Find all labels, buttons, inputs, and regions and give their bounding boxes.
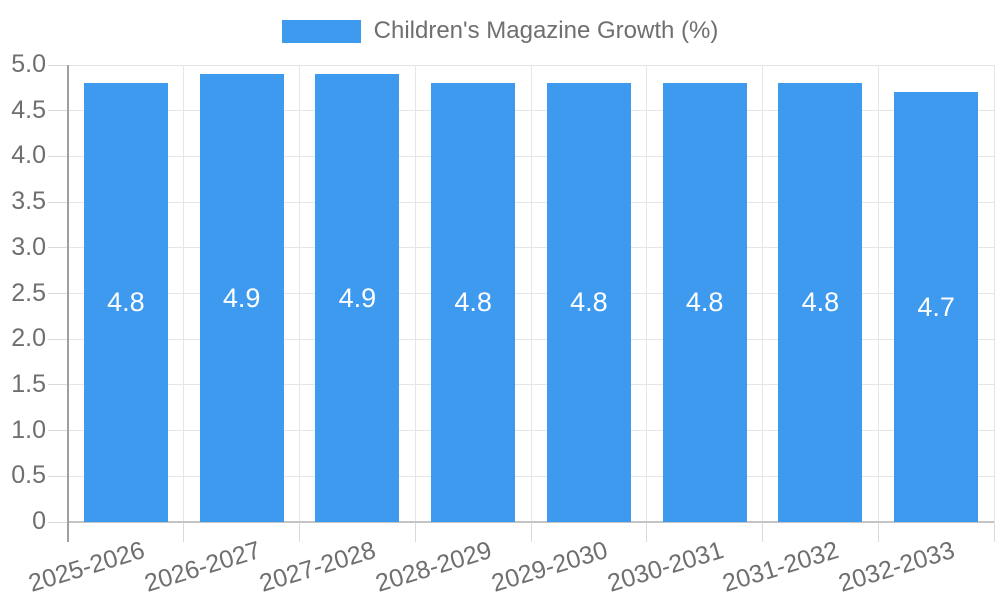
x-axis-line: [68, 521, 994, 523]
gridline-vertical: [646, 65, 648, 522]
gridline-vertical: [299, 65, 300, 522]
y-axis-tick: [48, 247, 68, 249]
x-axis-tick: [299, 522, 300, 542]
bar-value-label: 4.8: [454, 287, 492, 318]
bar[interactable]: 4.8: [662, 83, 747, 522]
y-axis-tick: [48, 155, 68, 157]
bar[interactable]: 4.8: [83, 83, 168, 522]
bar[interactable]: 4.9: [315, 74, 400, 522]
y-tick-label: 4.5: [11, 95, 46, 124]
bar-value-label: 4.8: [801, 287, 840, 318]
y-tick-label: 5.0: [11, 50, 46, 78]
x-axis-tick: [993, 522, 995, 542]
y-tick-label: 3.0: [11, 232, 46, 261]
x-axis-tick: [646, 522, 648, 542]
y-axis-tick: [48, 293, 68, 294]
x-axis-tick: [762, 522, 763, 542]
y-axis-line: [67, 65, 69, 542]
x-axis-tick: [183, 522, 185, 542]
gridline-vertical: [762, 65, 763, 522]
y-tick-label: 0: [32, 507, 46, 535]
y-axis-tick: [48, 201, 68, 203]
y-tick-label: 3.5: [11, 187, 46, 216]
bar-value-label: 4.7: [917, 291, 955, 322]
gridline-vertical: [183, 65, 185, 522]
gridline-vertical: [877, 65, 879, 522]
y-tick-label: 0.5: [11, 461, 46, 490]
y-axis-tick: [48, 384, 68, 386]
y-axis-tick: [48, 475, 68, 477]
y-axis-tick: [48, 110, 68, 112]
bar-value-label: 4.8: [685, 287, 724, 318]
bar-value-label: 4.8: [570, 287, 608, 318]
x-axis-tick: [414, 522, 416, 542]
gridline-vertical: [993, 65, 995, 522]
y-axis-tick: [48, 338, 68, 340]
bar[interactable]: 4.8: [431, 83, 516, 522]
y-axis-tick: [48, 521, 68, 523]
bar-value-label: 4.8: [107, 287, 145, 318]
x-axis-tick: [877, 522, 879, 542]
bar[interactable]: 4.7: [894, 92, 979, 522]
y-axis-tick: [48, 430, 68, 432]
bar[interactable]: 4.8: [778, 83, 863, 522]
gridline-vertical: [414, 65, 416, 522]
bar-value-label: 4.9: [222, 282, 261, 313]
y-tick-label: 4.0: [11, 141, 46, 170]
gridline-vertical: [530, 65, 532, 522]
bar-value-label: 4.9: [338, 282, 377, 313]
legend: Children's Magazine Growth (%): [0, 16, 1000, 46]
y-axis-tick: [48, 64, 68, 66]
y-tick-label: 1.0: [11, 415, 46, 444]
y-tick-label: 2.5: [11, 278, 46, 307]
legend-label: Children's Magazine Growth (%): [373, 17, 719, 44]
bar[interactable]: 4.8: [546, 83, 631, 522]
y-tick-label: 1.5: [11, 369, 46, 398]
x-axis-tick: [530, 522, 532, 542]
bar[interactable]: 4.9: [199, 74, 284, 522]
legend-swatch: [281, 19, 361, 43]
y-tick-label: 2.0: [11, 324, 46, 353]
